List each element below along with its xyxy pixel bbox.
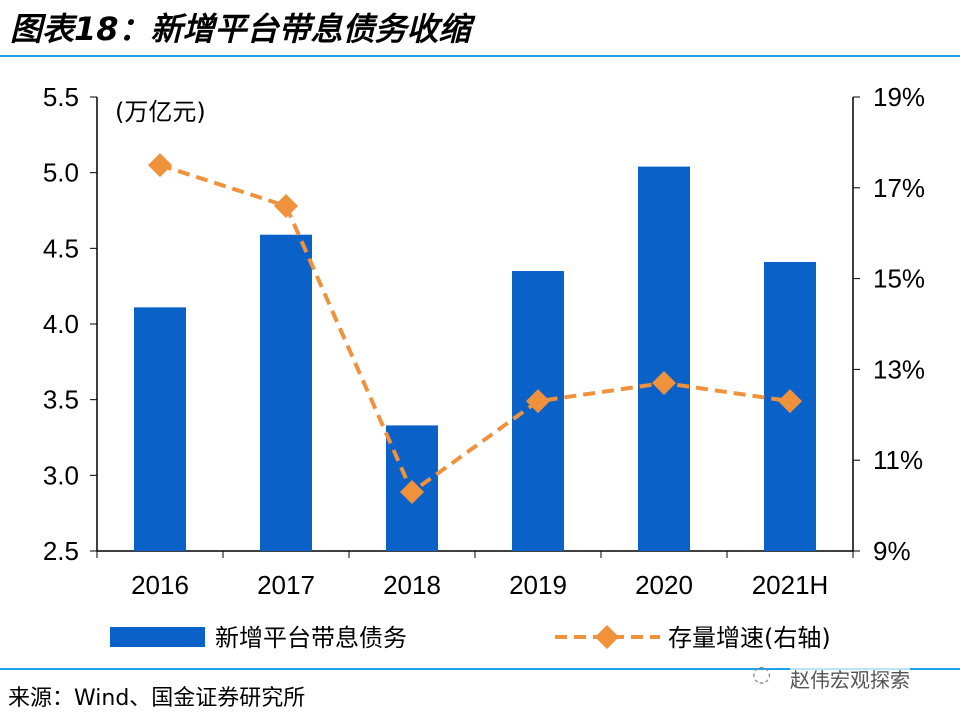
left-tick-label: 4.0 <box>43 309 79 339</box>
right-tick-label: 19% <box>873 82 925 112</box>
title-rule <box>0 55 960 57</box>
left-tick-label: 2.5 <box>43 536 79 566</box>
growth-line <box>159 163 791 496</box>
growth-point-2017 <box>274 193 298 218</box>
x-tick-label: 2020 <box>635 570 693 600</box>
left-tick-label: 3.5 <box>43 385 79 415</box>
x-tick-label: 2021H <box>752 570 829 600</box>
x-tick-label: 2018 <box>383 570 441 600</box>
growth-point-2020 <box>652 371 676 396</box>
legend-bar-label: 新增平台带息债务 <box>215 624 407 652</box>
legend-line-label: 存量增速(右轴) <box>668 624 831 652</box>
footer-rule <box>0 668 960 670</box>
x-tick-label: 2017 <box>257 570 315 600</box>
bar-2020 <box>638 166 690 551</box>
source-note: 来源：Wind、国金证券研究所 <box>8 686 306 711</box>
x-tick-label: 2019 <box>509 570 567 600</box>
left-tick-label: 3.0 <box>43 460 79 490</box>
left-tick-label: 5.5 <box>43 82 79 112</box>
left-tick-label: 4.5 <box>43 233 79 263</box>
left-tick-label: 5.0 <box>43 158 79 188</box>
bar-2016 <box>134 307 186 551</box>
legend-line-marker <box>595 625 619 649</box>
right-tick-label: 11% <box>873 445 923 475</box>
legend-bar-swatch <box>110 627 205 647</box>
watermark: 赵伟宏观探索 <box>790 664 910 693</box>
right-tick-label: 17% <box>873 173 925 203</box>
growth-point-2021H <box>778 389 802 414</box>
growth-point-2018 <box>400 479 424 504</box>
bar-2017 <box>260 234 312 552</box>
right-tick-label: 15% <box>873 264 925 294</box>
chart-title: 图表18：新增平台带息债务收缩 <box>10 10 471 48</box>
growth-point-2016 <box>148 153 172 178</box>
wechat-icon: ◌ <box>752 662 772 687</box>
right-tick-label: 13% <box>873 354 925 384</box>
unit-label: (万亿元) <box>115 98 206 126</box>
growth-point-2019 <box>526 389 550 414</box>
x-tick-label: 2016 <box>131 570 189 600</box>
right-tick-label: 9% <box>873 536 911 566</box>
